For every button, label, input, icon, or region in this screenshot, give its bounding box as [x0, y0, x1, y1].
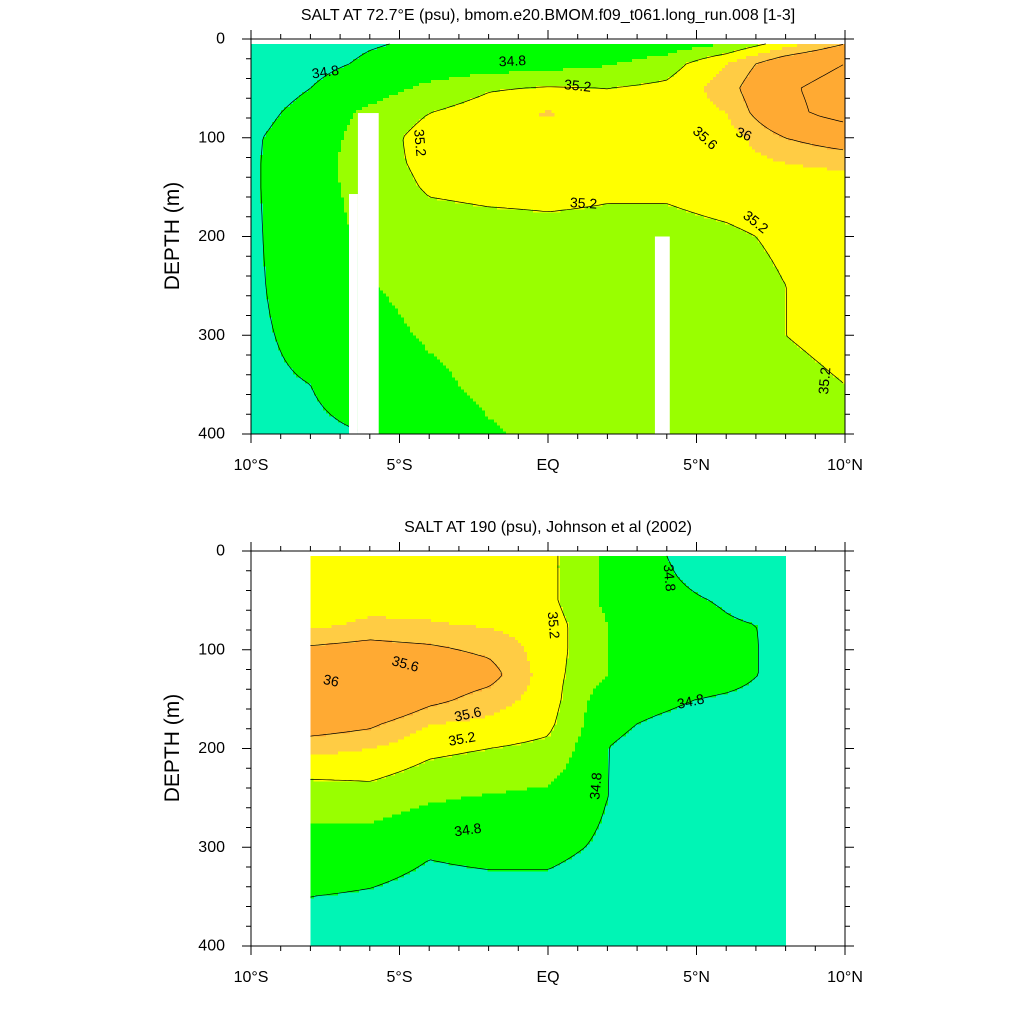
panel-observations-title: SALT AT 190 (psu), Johnson et al (2002)	[404, 519, 692, 536]
panel-model-contour-label-4: 35.2	[570, 194, 598, 211]
panel-observations-ytick-label: 400	[198, 938, 225, 955]
panel-model-missing-region-0	[357, 113, 379, 434]
panel-model-contour-lines	[260, 43, 844, 433]
panel-model-xtick-label: 10°S	[234, 457, 269, 474]
panel-observations-filled-contours	[310, 555, 786, 947]
panel-observations-contour-label-3: 36	[322, 671, 341, 690]
panel-model-ytick-label: 300	[198, 327, 225, 344]
panel-observations-contour-34.8	[310, 555, 759, 898]
panel-model-fill-band-4	[404, 43, 846, 384]
panel-model-contour-34.8	[260, 43, 390, 433]
panel-model-fill-band-6	[740, 43, 846, 150]
panel-observations-ytick-label: 100	[198, 641, 225, 658]
panel-model-fill-band-3	[338, 43, 846, 435]
panel-model-filled-contours	[251, 43, 846, 435]
panel-model-contour-label-2: 35.2	[563, 76, 592, 95]
panel-observations-ticks	[242, 542, 854, 955]
panel-observations-ytick-label: 300	[198, 839, 225, 856]
panel-observations-contour-labels: 34.8 35.2 35.6 36 35.6 35.2 34.8 34.8 34.8	[322, 563, 706, 839]
panel-model-contour-label-8: 36	[734, 123, 755, 144]
panel-model-ytick-label: 0	[216, 31, 225, 48]
panel-observations-contour-label-6: 34.8	[676, 690, 706, 711]
panel-observations-xtick-label: 5°S	[387, 969, 413, 986]
panel-model-xtick-label: 10°N	[827, 457, 863, 474]
panel-model-ytick-label: 200	[198, 228, 225, 245]
panel-observations-contour-35.2	[310, 555, 569, 782]
panel-model-contour-label-3: 35.2	[411, 128, 429, 157]
panel-observations-contour-label-2: 35.6	[390, 652, 421, 675]
panel-observations-xtick-label: 5°N	[683, 969, 710, 986]
panel-model-fill-band-1	[251, 43, 387, 435]
panel-model-xtick-label: 5°S	[387, 457, 413, 474]
panel-model-missing-region-2	[654, 236, 670, 434]
panel-model-plot-area: 34.834.835.235.235.235.235.235.6 36	[242, 30, 854, 443]
panel-model-xtick-label: EQ	[536, 457, 559, 474]
panel-model-contour-label-1: 34.8	[498, 52, 526, 69]
panel-model-ticks	[242, 30, 854, 443]
panel-model-ylabel: DEPTH (m)	[161, 182, 184, 291]
panel-observations-fill-band-1	[310, 555, 786, 947]
panel-model-contour-35.6	[739, 44, 844, 151]
panel-observations-ytick-label: 0	[216, 543, 225, 560]
panel-model-contour-label-6: 35.2	[815, 366, 833, 395]
panel-model-missing-region-1	[349, 194, 358, 434]
panel-model-title: SALT AT 72.7°E (psu), bmom.e20.BMOM.f09_…	[301, 7, 795, 24]
panel-observations-fill-band-6	[310, 639, 503, 737]
panel-observations-contour-label-4: 35.6	[453, 703, 483, 724]
panel-observations-fill-band-3	[310, 555, 608, 824]
panel-model-xtick-label: 5°N	[683, 457, 710, 474]
panel-model-ytick-label: 100	[198, 129, 225, 146]
panel-observations: SALT AT 190 (psu), Johnson et al (2002) …	[161, 519, 863, 986]
panel-observations-xtick-label: EQ	[536, 969, 559, 986]
panel-model: SALT AT 72.7°E (psu), bmom.e20.BMOM.f09_…	[161, 7, 863, 474]
panel-observations-contour-label-8: 34.8	[453, 820, 482, 840]
panel-observations-ytick-label: 200	[198, 740, 225, 757]
panel-observations-xtick-label: 10°S	[234, 969, 269, 986]
panel-model-contour-35.2	[402, 43, 844, 384]
panel-observations-contour-label-0: 34.8	[661, 563, 679, 592]
panel-model-fill-band-5	[539, 43, 846, 171]
panel-observations-fill-band-5	[310, 615, 533, 755]
panel-observations-fill-band-4	[310, 555, 569, 782]
panel-model-contour-label-0: 34.8	[311, 62, 340, 82]
panel-observations-contour-label-1: 35.2	[545, 611, 563, 640]
panel-observations-ylabel: DEPTH (m)	[161, 694, 184, 803]
panel-observations-plot-area: 34.8 35.2 35.6 36 35.6 35.2 34.8 34.8 34.8	[242, 542, 854, 955]
panel-observations-contour-label-5: 35.2	[447, 728, 477, 749]
panel-observations-contour-lines	[310, 555, 759, 898]
panel-model-ytick-label: 400	[198, 426, 225, 443]
panel-observations-contour-label-7: 34.8	[586, 772, 604, 801]
panel-observations-contour-35.6	[310, 639, 502, 737]
panel-observations-fill-band-2	[310, 555, 758, 899]
panel-observations-xtick-label: 10°N	[827, 969, 863, 986]
panel-model-contour-36	[800, 64, 844, 123]
